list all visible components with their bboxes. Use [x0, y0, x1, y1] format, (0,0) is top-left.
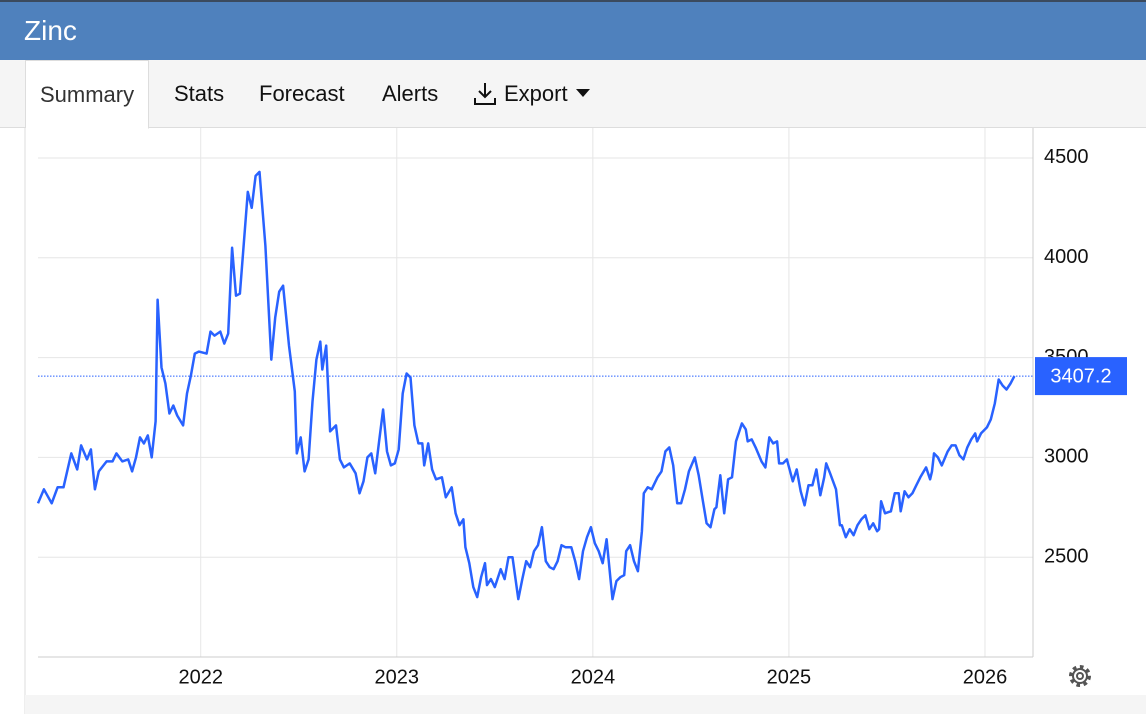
tab[interactable]: Stats [174, 81, 225, 106]
x-tick-label: 2024 [571, 666, 616, 688]
y-tick-label: 4000 [1044, 246, 1089, 268]
footer-strip [25, 695, 1146, 714]
last-value-box [1035, 357, 1127, 396]
tab[interactable]: Alerts [382, 81, 439, 106]
tab-bar: Summary Stats Forecast Alerts Export [0, 60, 1146, 129]
caret-icon [575, 89, 590, 97]
tab[interactable]: Forecast [259, 81, 345, 106]
x-tick-label: 2026 [963, 666, 1008, 688]
last-value-label: 3407.2 [1050, 365, 1111, 387]
download-icon [474, 83, 496, 105]
chart-panel [25, 128, 1146, 714]
settings-icon[interactable] [1069, 665, 1091, 687]
data-line [36, 170, 1016, 601]
x-tick-label: 2022 [178, 666, 223, 688]
y-tick-label: 4500 [1044, 146, 1089, 168]
y-tick-label: 3000 [1044, 446, 1089, 468]
y-tick-label: 2500 [1044, 545, 1089, 567]
x-tick-label: 2025 [767, 666, 812, 688]
page-title: Zinc [24, 15, 77, 46]
export-tab[interactable]: Export [460, 60, 604, 128]
header-bar: Zinc [0, 0, 1146, 60]
tab-label: Export [504, 81, 568, 106]
x-tick-label: 2023 [375, 666, 420, 688]
tab[interactable]: Summary [25, 60, 150, 129]
